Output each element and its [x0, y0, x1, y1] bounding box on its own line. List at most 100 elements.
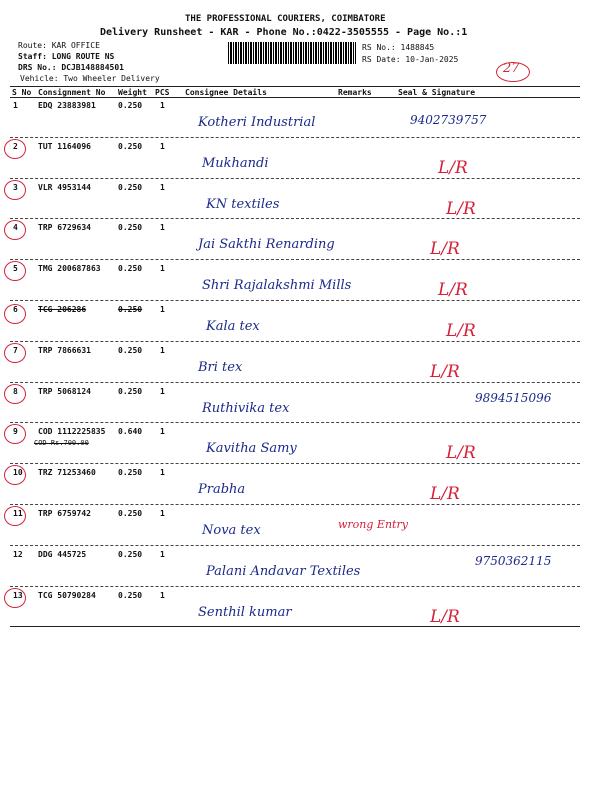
consignment-no: DDG 445725: [38, 549, 87, 559]
seal-signature: L/R: [446, 198, 476, 219]
consignee: Ruthivika tex: [202, 400, 290, 416]
serial-no: 3: [13, 182, 18, 192]
row-rule: [10, 177, 580, 179]
serial-no: 13: [13, 590, 23, 600]
weight: 0.640: [118, 427, 143, 437]
pcs: 1: [160, 549, 165, 559]
row-rule: [10, 259, 580, 261]
serial-no: 8: [13, 386, 18, 396]
serial-no: 9: [13, 427, 18, 437]
column-header: Weight: [118, 88, 147, 97]
pcs: 1: [160, 427, 165, 437]
weight: 0.250: [118, 141, 143, 151]
serial-no: 6: [13, 305, 18, 314]
barcode: [228, 42, 356, 64]
consignee: Palani Andavar Textiles: [206, 563, 361, 579]
weight: 0.250: [118, 549, 143, 559]
pcs: 1: [160, 264, 165, 274]
weight: 0.250: [118, 590, 143, 600]
row-circle: [4, 138, 26, 159]
serial-no: 1: [13, 101, 18, 110]
consignment-no: TRP 6759742: [38, 509, 91, 518]
consignee: Mukhandi: [202, 155, 269, 171]
consignment-no: TCG 50790284: [38, 590, 96, 600]
pcs: 1: [160, 468, 165, 478]
row-circle: [4, 587, 26, 608]
table-bottom-rule: [10, 626, 580, 628]
row-rule: [10, 340, 580, 342]
pcs: 1: [160, 509, 165, 518]
row-rule: [10, 544, 580, 546]
column-header: S No: [12, 88, 32, 97]
row-circle: [4, 342, 26, 363]
row-circle: [4, 506, 26, 526]
consignee: Jai Sakthi Renarding: [198, 237, 335, 253]
pcs: 1: [160, 305, 165, 314]
cod-note: COD Rs.700.00: [34, 439, 89, 448]
serial-no: 10: [13, 468, 23, 478]
consignment-no: COD 1112225835: [38, 427, 106, 437]
pcs: 1: [160, 386, 165, 396]
row-circle: [4, 304, 26, 324]
weight: 0.250: [118, 345, 143, 355]
seal-signature: 9750362115: [475, 553, 552, 568]
row-rule: [10, 136, 580, 138]
row-rule: [10, 300, 580, 301]
consignment-no: TRZ 71253460: [38, 468, 96, 478]
pcs: 1: [160, 141, 165, 151]
runsheet-title: Delivery Runsheet - KAR - Phone No.:0422…: [100, 27, 468, 38]
rs-no: RS No.: 1488845: [362, 43, 435, 52]
consignee: Shri Rajalakshmi Mills: [202, 278, 352, 294]
consignee: Bri tex: [198, 359, 243, 375]
row-circle: [4, 383, 26, 404]
pcs: 1: [160, 345, 165, 355]
pcs: 1: [160, 101, 165, 110]
column-header: PCS: [155, 88, 170, 97]
weight: 0.250: [118, 182, 143, 192]
serial-no: 5: [13, 264, 18, 274]
weight: 0.250: [118, 509, 143, 518]
weight: 0.250: [118, 223, 143, 233]
staff: Staff: LONG ROUTE NS: [18, 52, 115, 61]
rs-date: RS Date: 10-Jan-2025: [362, 55, 459, 64]
header-top-rule: [10, 86, 580, 87]
seal-signature: 9402739757: [410, 113, 487, 127]
serial-no: 4: [13, 223, 18, 233]
weight: 0.250: [118, 468, 143, 478]
consignment-no: TUT 1164096: [38, 141, 91, 151]
row-rule: [10, 422, 580, 424]
consignment-no: TRP 5068124: [38, 386, 91, 396]
route: Route: KAR OFFICE: [18, 41, 100, 50]
pcs: 1: [160, 590, 165, 600]
seal-signature: L/R: [446, 443, 476, 464]
seal-signature: L/R: [430, 361, 460, 382]
drs-no: DRS No.: DCJB148884501: [18, 63, 124, 72]
pcs: 1: [160, 223, 165, 233]
row-rule: [10, 504, 580, 505]
row-circle: [4, 261, 26, 282]
seal-signature: L/R: [430, 239, 460, 260]
header-bottom-rule: [10, 97, 580, 98]
seal-signature: L/R: [446, 321, 476, 341]
weight: 0.250: [118, 386, 143, 396]
company-title: THE PROFESSIONAL COURIERS, COIMBATORE: [185, 14, 386, 24]
column-header: Consignee Details: [185, 88, 267, 97]
row-circle: [4, 220, 26, 241]
consignee: Prabha: [198, 482, 246, 498]
consignment-no: TCG 206286: [38, 305, 87, 314]
serial-no: 11: [13, 509, 23, 518]
serial-no: 7: [13, 345, 18, 355]
consignment-no: TMG 200687863: [38, 264, 101, 274]
vehicle: Vehicle: Two Wheeler Delivery: [20, 74, 160, 83]
row-circle: [4, 179, 26, 200]
consignee: Kavitha Samy: [206, 441, 297, 457]
consignee: Nova tex: [202, 523, 261, 538]
seal-signature: L/R: [430, 484, 460, 505]
consignment-no: EDQ 23883981: [38, 101, 96, 110]
row-circle: [4, 424, 26, 445]
serial-no: 12: [13, 549, 23, 559]
seal-signature: L/R: [438, 280, 468, 301]
seal-signature: 9894515096: [475, 390, 552, 405]
consignment-no: VLR 4953144: [38, 182, 91, 192]
